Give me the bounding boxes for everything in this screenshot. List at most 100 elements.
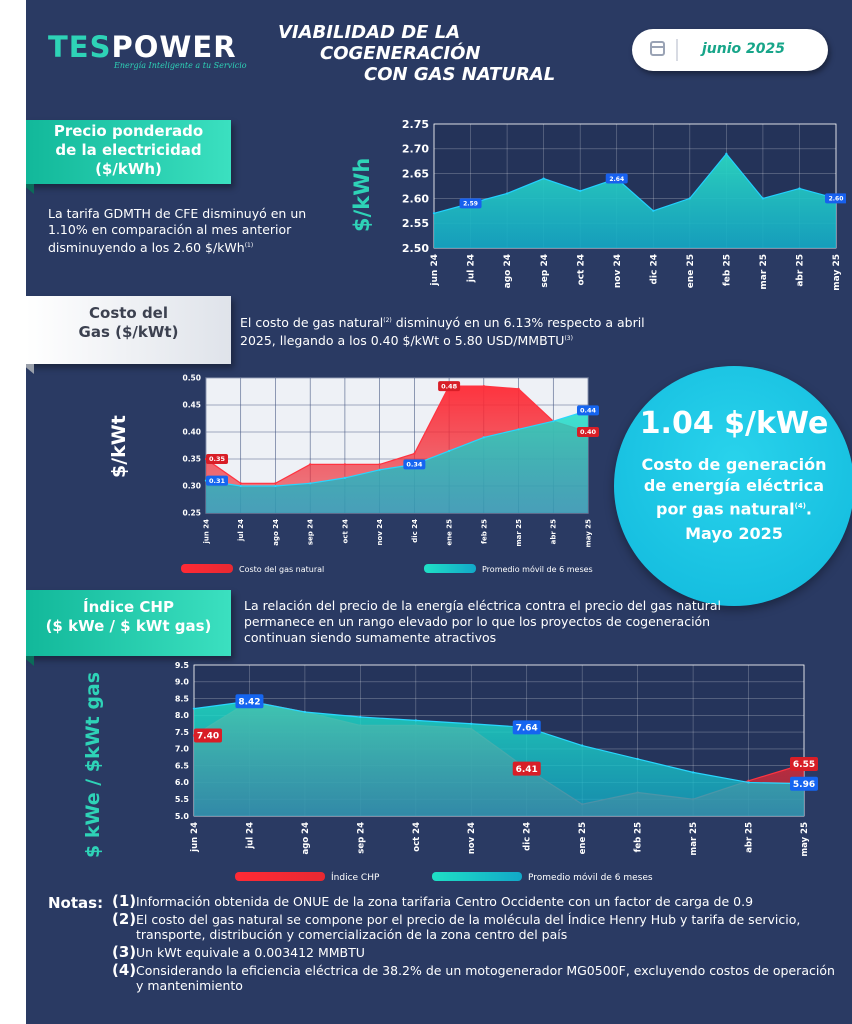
data-point [552,420,555,423]
note-item: (2) El costo del gas natural se compone p… [112,910,801,943]
y-tick-label: 2.70 [402,143,429,156]
data-point [542,177,545,180]
x-tick-label: ago 24 [301,822,311,855]
x-tick-label: nov 24 [613,254,623,288]
data-label-box [577,427,599,437]
data-label: 6.55 [793,760,815,770]
section-gas-tab: Costo del Gas ($/kWt) [26,296,231,364]
tab-line: ($ kWe / $ kWt gas) [45,617,212,635]
y-tick-label: 2.50 [402,242,429,255]
infographic: TESPOWER Energía Inteligente a tu Servic… [26,0,852,1024]
date-text: junio 2025 [702,41,785,57]
section-chp-tab: Índice CHP ($ kWe / $ kWt gas) [26,590,231,656]
page-title: VIABILIDAD DE LA COGENERACIÓN CON GAS NA… [264,22,594,85]
x-tick-label: dic 24 [649,254,659,285]
data-label-box [512,761,541,776]
x-tick-label: jul 24 [237,519,245,542]
data-label-box [235,694,264,709]
x-tick-label: feb 25 [634,822,644,852]
notes-heading: Notas: [48,894,104,912]
x-tick-label: abr 25 [745,822,755,853]
data-point [378,468,381,471]
data-label: 0.34 [406,461,423,469]
data-point [761,197,765,200]
series-area [194,701,804,816]
data-point [378,463,381,466]
data-label-box [605,173,628,184]
data-label-box [790,776,818,791]
x-tick-label: ago 24 [272,519,280,546]
legend-label: Índice CHP [331,871,380,883]
x-tick-label: may 25 [800,822,810,857]
data-point [239,482,242,485]
data-label: 5.96 [793,780,815,790]
generation-cost-highlight: 1.04 $/kWe Costo de generación de energía… [614,366,852,606]
data-label-box [206,475,228,486]
tab-line: Costo del [89,304,168,322]
data-label: 2.64 [609,176,624,183]
x-tick-label: sep 24 [307,519,315,545]
data-point [798,187,801,190]
data-label-box [790,756,818,771]
data-point [309,482,312,485]
section-electricity-tab: Precio ponderado de la electricidad ($/k… [26,120,231,184]
data-point [470,722,473,725]
data-point [691,771,695,774]
x-tick-label: may 25 [584,519,592,548]
data-label-box [206,454,228,464]
tab-line: de la electricidad [55,141,202,159]
data-point [413,452,416,455]
data-point [747,781,750,784]
data-label-box [459,198,482,209]
x-tick-label: dic 24 [523,822,533,851]
y-tick-label: 8.5 [175,694,190,703]
x-tick-label: abr 25 [796,254,806,287]
legend-swatch [235,872,325,881]
y-tick-label: 9.5 [175,661,190,670]
data-point [447,449,451,452]
legend-label: Costo del gas natural [239,565,324,574]
x-tick-label: mar 25 [759,254,769,290]
tab-fold [26,656,34,666]
y-tick-label: 2.75 [402,118,429,131]
tab-fold [26,364,34,374]
data-label: 0.40 [580,428,597,436]
x-tick-label: sep 24 [356,822,366,854]
data-point [343,476,347,479]
tab-line: Precio ponderado [53,122,204,140]
x-tick-label: jun 24 [202,519,210,545]
series-line [205,409,589,487]
y-tick-label: 5.5 [175,795,190,804]
brand-logo: TESPOWER [48,30,237,64]
y-tick-label: 7.0 [175,745,190,754]
data-point [309,463,312,466]
data-label: 0.44 [580,407,597,415]
data-label-box [825,193,846,204]
y-tick-label: 7.5 [175,728,190,737]
x-tick-label: feb 25 [723,254,733,286]
x-tick-label: nov 24 [376,519,384,546]
data-point [747,779,750,782]
series-line [205,385,589,484]
y-tick-label: 0.25 [182,509,201,518]
tab-line: ($/kWh) [95,160,162,178]
y-tick-label: 0.50 [182,374,201,383]
series-line [433,152,837,214]
title-line-3: CON GAS NATURAL [364,64,556,85]
gas-description: El costo de gas natural(2) disminuyó en … [240,315,645,349]
data-label-box [403,459,426,470]
data-point [517,428,520,431]
data-label-box [194,728,222,743]
data-point [482,436,485,439]
data-point [581,744,584,747]
highlight-value: 1.04 $/kWe [639,406,829,441]
note-item: (1) Información obtenida de ONUE de la zo… [112,892,754,910]
legend-label: Promedio móvil de 6 meses [482,564,593,574]
electricity-description: La tarifa GDMTH de CFE disminuyó en un 1… [48,206,307,256]
x-tick-label: oct 24 [341,519,349,544]
y-tick-label: 0.30 [182,482,201,491]
data-point [725,152,728,155]
x-tick-label: jun 24 [430,254,440,287]
data-label-box [438,381,461,392]
